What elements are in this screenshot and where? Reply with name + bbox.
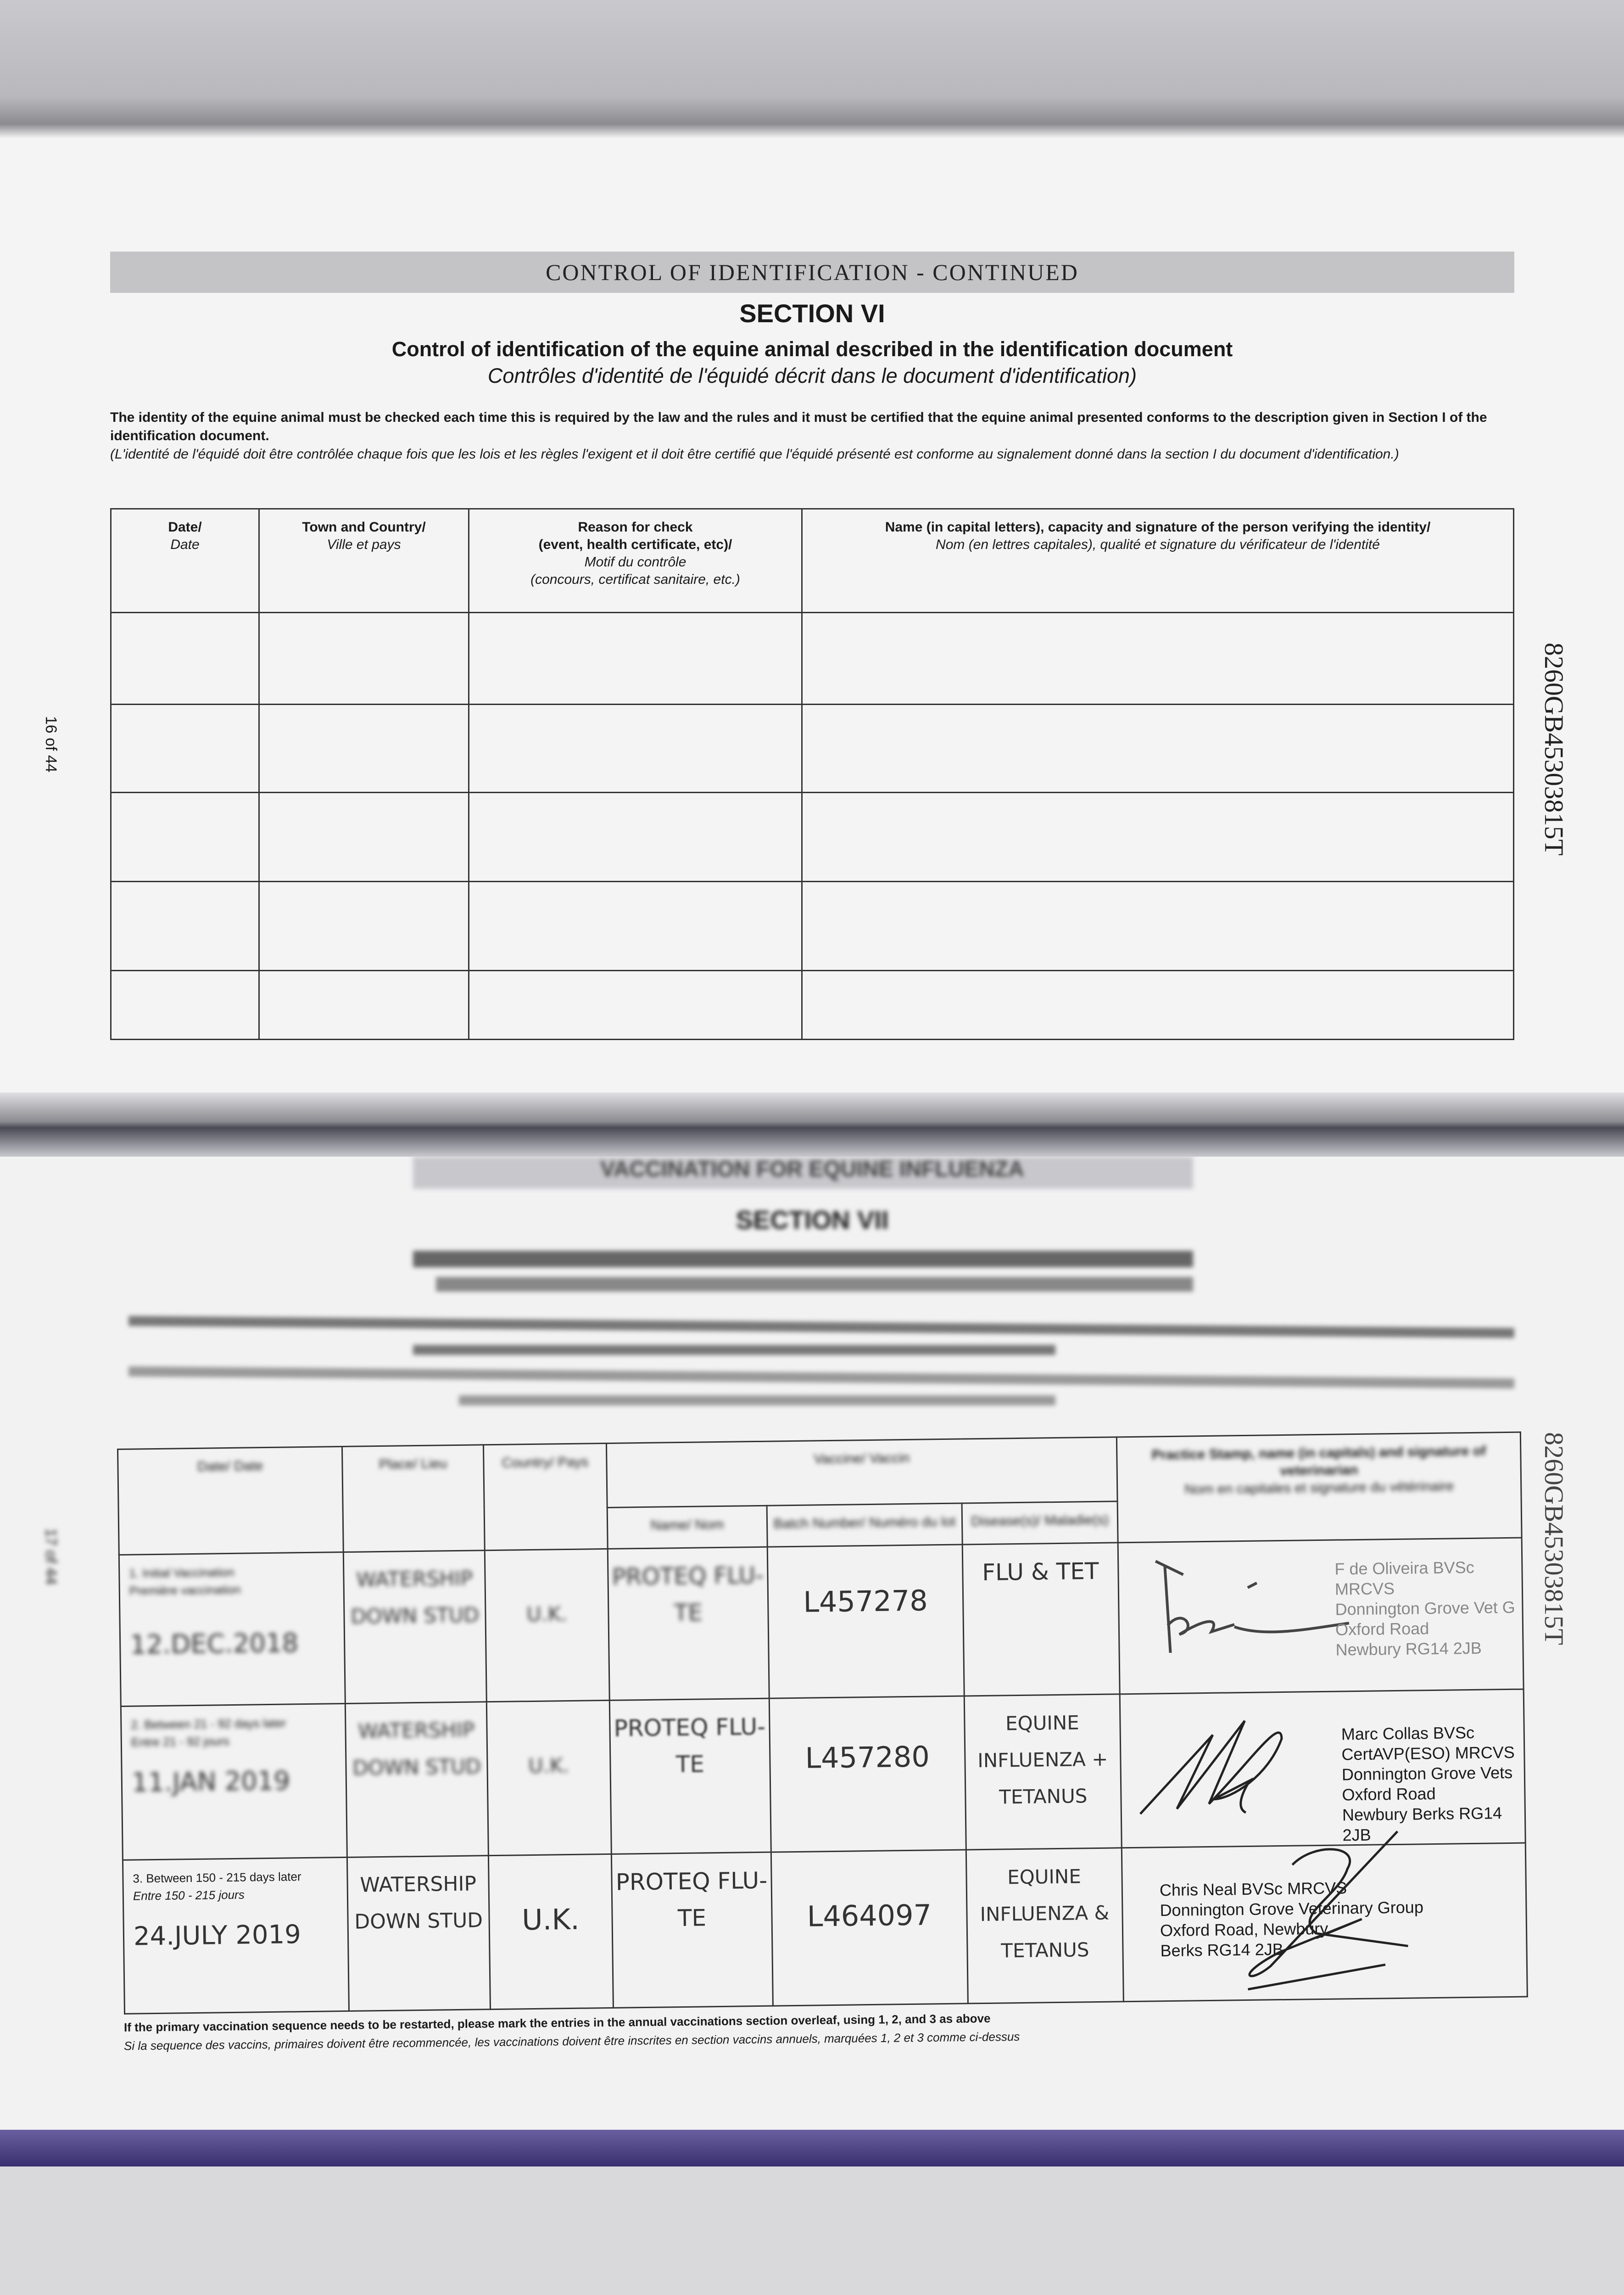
vet-stamp-2: Marc Collas BVSc CertAVP(ESO) MRCVS Donni… — [1120, 1689, 1526, 1848]
date-value: 12.DEC.2018 — [129, 1628, 299, 1660]
page-fold — [0, 1092, 1624, 1157]
vaccine-value: PROTEQ FLU-TE — [608, 1547, 770, 1701]
section-title: SECTION VI — [739, 299, 885, 328]
col-date: Date/Date — [110, 508, 260, 613]
table-header-row: Date/Date Town and Country/Ville et pays… — [110, 508, 1514, 613]
blurred-text-line — [459, 1395, 1055, 1405]
batch-value: L464097 — [771, 1849, 968, 2006]
col-town: Town and Country/Ville et pays — [258, 508, 469, 613]
passport-serial-bottom: 8260GB45303815T — [1539, 1432, 1569, 1645]
scan-background — [0, 0, 1624, 138]
vet-stamp-text: F de Oliveira BVSc MRCVS Donnington Grove… — [1334, 1557, 1516, 1659]
header-strip-blurred — [413, 1157, 1193, 1189]
country-value: U.K. — [485, 1549, 610, 1702]
passport-serial: 8260GB45303815T — [1539, 643, 1569, 856]
signature-1 — [1155, 1560, 1350, 1653]
place-value: WATERSHIP DOWN STUD — [347, 1855, 491, 2011]
intro-fr: (L'identité de l'équidé doit être contrô… — [110, 447, 1399, 462]
col-reason: Reason for check (event, health certifica… — [468, 508, 803, 613]
subtitle-fr: Contrôles d'identité de l'équidé décrit … — [487, 364, 1137, 387]
blurred-text-line — [413, 1345, 1055, 1355]
intro-text: The identity of the equine animal must b… — [110, 409, 1514, 464]
date-value: 11.JAN 2019 — [131, 1766, 290, 1798]
col-batch: Batch Number/ Numéro du lot — [767, 1503, 963, 1547]
col-verifier: Name (in capital letters), capacity and … — [801, 508, 1514, 613]
disease-value: FLU & TET — [962, 1542, 1120, 1696]
vet-stamp-3: Chris Neal BVSc MRCVS Donnington Grove Ve… — [1122, 1830, 1528, 2002]
vaccine-value: PROTEQ FLU-TE — [609, 1698, 771, 1854]
page-number: 16 of 44 — [42, 716, 60, 772]
vaccination-table: Date/ Date Place/ Lieu Country/ Pays Vac… — [117, 1432, 1528, 2015]
place-value: WATERSHIP DOWN STUD — [343, 1550, 487, 1704]
col-vaccine: Vaccine/ Vaccin — [606, 1437, 1118, 1508]
col-date: Date/ Date — [117, 1446, 344, 1555]
passport-cover-edge — [0, 2130, 1624, 2166]
blurred-subtitle — [413, 1251, 1193, 1267]
header-strip-text: CONTROL OF IDENTIFICATION - CONTINUED — [546, 259, 1079, 285]
country-value: U.K. — [486, 1700, 612, 1856]
vaccination-row-3[interactable]: 3. Between 150 - 215 days later Entre 150… — [123, 1830, 1528, 2014]
batch-value: L457278 — [767, 1545, 965, 1699]
table-row[interactable] — [110, 612, 1514, 705]
vaccination-table-wrap: Date/ Date Place/ Lieu Country/ Pays Vac… — [117, 1432, 1528, 2015]
col-disease: Disease(s)/ Maladie(s) — [961, 1501, 1118, 1545]
identification-table: Date/Date Town and Country/Ville et pays… — [110, 508, 1514, 1040]
vaccination-header: VACCINATION FOR EQUINE INFLUENZA — [600, 1157, 1024, 1181]
place-value: WATERSHIP DOWN STUD — [345, 1702, 489, 1858]
table-row[interactable] — [110, 970, 1514, 1040]
signature-3 — [1248, 1830, 1408, 1991]
col-vaccine-name: Name/ Nom — [607, 1506, 768, 1549]
disease-value: EQUINE INFLUENZA + TETANUS — [964, 1694, 1122, 1850]
vaccine-value: PROTEQ FLU-TE — [611, 1852, 773, 2008]
table-row[interactable] — [110, 792, 1514, 882]
col-place: Place/ Lieu — [342, 1444, 485, 1552]
subtitle-en: Control of identification of the equine … — [391, 337, 1233, 361]
table-row[interactable] — [110, 881, 1514, 971]
col-country: Country/ Pays — [483, 1443, 608, 1551]
page-number-bottom: 17 of 44 — [42, 1528, 60, 1585]
vaccination-row-2[interactable]: 2. Between 21 - 92 days later Entre 21 - … — [121, 1689, 1526, 1860]
vaccination-row-1[interactable]: 1. Initial Vaccination Première vaccinati… — [119, 1538, 1524, 1707]
intro-en: The identity of the equine animal must b… — [110, 410, 1487, 443]
country-value: U.K. — [488, 1854, 614, 2010]
vet-stamp-1: F de Oliveira BVSc MRCVS Donnington Grove… — [1118, 1538, 1524, 1694]
section-title-vii: SECTION VII — [736, 1205, 889, 1234]
scan-background-bottom — [0, 2166, 1624, 2295]
date-value: 24.JULY 2019 — [133, 1920, 301, 1952]
header-strip: CONTROL OF IDENTIFICATION - CONTINUED — [110, 252, 1514, 293]
signature-2 — [1139, 1720, 1283, 1815]
blurred-subtitle-fr — [436, 1277, 1193, 1292]
col-vet: Practice Stamp, name (in capitals) and s… — [1116, 1432, 1522, 1543]
batch-value: L457280 — [769, 1696, 966, 1853]
disease-value: EQUINE INFLUENZA & TETANUS — [966, 1847, 1124, 2004]
table-row[interactable] — [110, 704, 1514, 793]
